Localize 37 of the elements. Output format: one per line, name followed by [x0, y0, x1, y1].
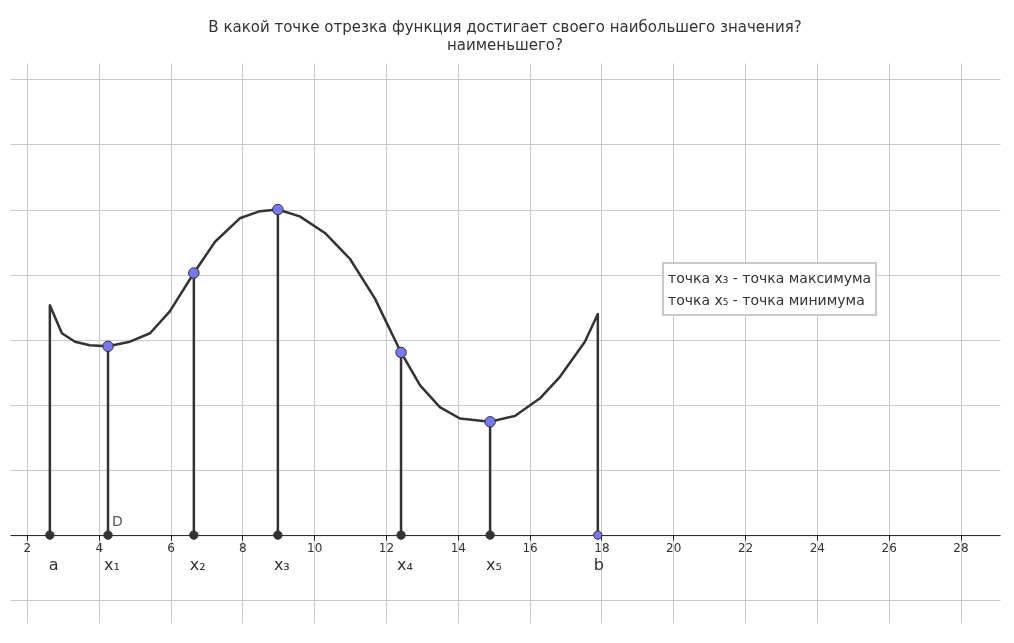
x-tick-label: 22	[737, 540, 754, 555]
point	[189, 530, 199, 540]
x-tick-label: 28	[953, 540, 969, 555]
annotation: x₄	[397, 555, 413, 575]
annotation: x₃	[273, 555, 290, 575]
point	[45, 530, 55, 540]
annotation: точка x₃ - точка максимума	[668, 269, 872, 288]
annotation: x₁	[104, 555, 120, 575]
x-tick-label: 20	[666, 540, 682, 555]
point	[395, 346, 407, 359]
x-tick-label: 18	[594, 540, 610, 555]
x-tick-label: 12	[378, 540, 395, 555]
x-tick-label: 4	[95, 540, 104, 555]
x-tick-label: 10	[307, 540, 323, 555]
point	[272, 203, 284, 216]
point	[484, 416, 496, 428]
x-tick-label: 16	[522, 540, 538, 555]
point	[103, 530, 113, 540]
annotation: x₅	[486, 555, 502, 575]
x-tick-label: 26	[881, 540, 897, 555]
chart-subtitle: наименьшего?	[447, 36, 563, 54]
x-tick-label: 2	[23, 540, 32, 555]
point	[102, 340, 114, 352]
annotation: D	[112, 513, 123, 530]
point	[188, 267, 200, 279]
point	[396, 530, 406, 540]
annotation: точка x₅ - точка минимума	[668, 291, 866, 310]
point	[485, 530, 495, 540]
point	[273, 530, 283, 540]
annotation: x₂	[189, 555, 206, 575]
chart-title: В какой точке отрезка функция достигает своего наибольшего значения?	[208, 18, 802, 36]
x-tick-label: 14	[450, 540, 466, 555]
annotation: b	[593, 555, 604, 575]
x-tick-label: 6	[167, 540, 175, 555]
annotation: a	[48, 555, 59, 575]
x-tick-label: 24	[809, 540, 826, 555]
x-tick-label: 8	[239, 540, 247, 555]
